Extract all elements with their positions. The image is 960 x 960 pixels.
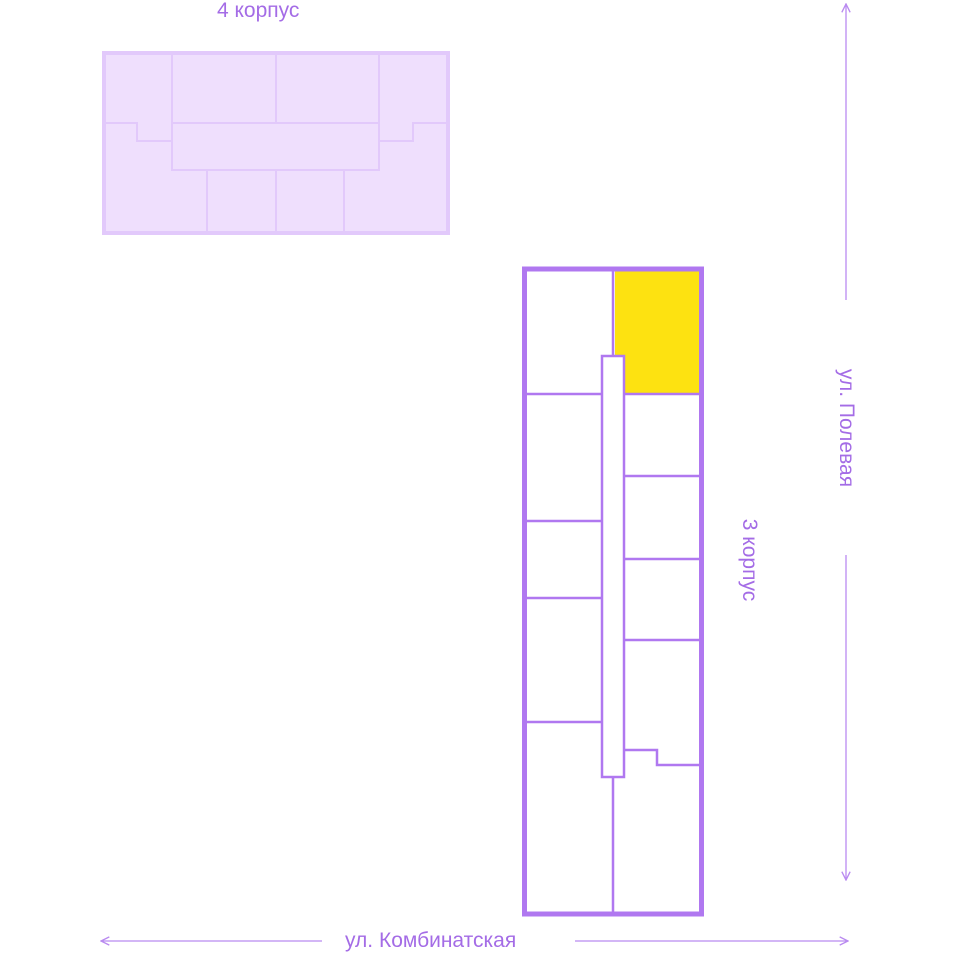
highlighted-apartment[interactable] [615, 271, 699, 394]
building-3-label: 3 корпус [738, 518, 761, 602]
building-4-label: 4 корпус [217, 0, 300, 22]
street-lines [101, 4, 848, 941]
street-right-label: ул. Полевая [835, 368, 858, 488]
building-4[interactable] [102, 51, 450, 235]
building-3[interactable] [522, 266, 704, 917]
street-bottom-label: ул. Комбинатская [345, 929, 517, 952]
